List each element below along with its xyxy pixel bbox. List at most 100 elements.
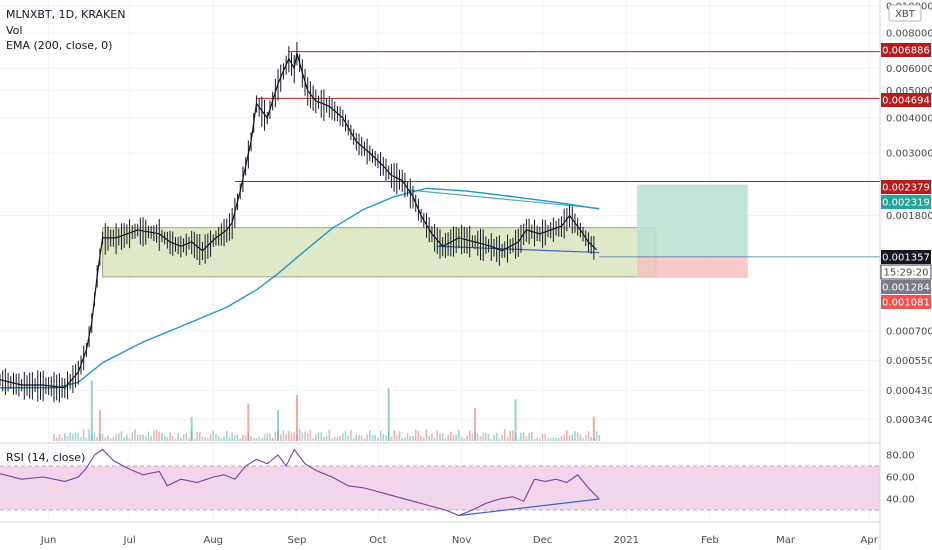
position-target-zone[interactable] bbox=[637, 184, 748, 257]
volume-bar bbox=[117, 432, 120, 441]
volume-bar bbox=[476, 434, 479, 441]
volume-bar bbox=[568, 435, 571, 441]
currency-badge[interactable]: XBT bbox=[888, 4, 922, 22]
volume-bar bbox=[423, 437, 425, 441]
volume-bar bbox=[444, 438, 447, 441]
volume-bar bbox=[252, 438, 255, 441]
price-tick-label: 0.000700 bbox=[886, 327, 932, 338]
volume-bar bbox=[369, 429, 371, 441]
volume-bar bbox=[228, 437, 231, 441]
volume-bar bbox=[53, 434, 55, 441]
volume-bar bbox=[261, 438, 263, 441]
volume-bar bbox=[579, 434, 582, 441]
volume-bar bbox=[355, 434, 358, 441]
volume-bar bbox=[563, 434, 565, 441]
price-tick-label: 0.000430 bbox=[886, 386, 932, 397]
volume-bar bbox=[174, 438, 177, 441]
volume-bar bbox=[371, 434, 374, 441]
volume-bar bbox=[393, 430, 395, 441]
volume-bar bbox=[306, 433, 309, 441]
volume-bar bbox=[598, 435, 601, 441]
volume-bar bbox=[169, 432, 171, 441]
volume-bar bbox=[201, 436, 204, 441]
volume-bar bbox=[158, 431, 161, 441]
ema-legend[interactable]: EMA (200, close, 0) bbox=[6, 39, 112, 52]
volume-bar bbox=[352, 438, 355, 441]
volume-bar bbox=[379, 430, 382, 441]
rsi-band bbox=[0, 466, 880, 510]
volume-bar bbox=[433, 437, 436, 441]
price-tag: 0.002379 bbox=[881, 180, 931, 194]
volume-bar bbox=[495, 432, 498, 441]
time-tick-label: Sep bbox=[288, 535, 307, 546]
symbol-title[interactable]: MLNXBT, 1D, KRAKEN bbox=[6, 8, 125, 21]
volume-bar bbox=[161, 433, 163, 441]
volume-bar bbox=[147, 431, 150, 441]
rsi-legend[interactable]: RSI (14, close) bbox=[6, 451, 85, 464]
volume-bar bbox=[131, 432, 134, 441]
volume-bar bbox=[439, 433, 441, 441]
volume-bar bbox=[263, 434, 266, 441]
volume-bar bbox=[112, 436, 115, 441]
volume-bar bbox=[244, 435, 247, 441]
volume-bar bbox=[315, 434, 317, 441]
countdown-background bbox=[880, 264, 932, 280]
volume-bar bbox=[255, 438, 258, 441]
rsi-trendline[interactable] bbox=[458, 498, 600, 517]
price-tick-label: 0.001800 bbox=[886, 211, 932, 222]
volume-bar bbox=[104, 437, 107, 441]
volume-bar bbox=[501, 434, 503, 441]
price-tag-background bbox=[881, 280, 931, 294]
volume-bar bbox=[288, 431, 290, 441]
volume-bar bbox=[77, 433, 80, 441]
price-tag: 0.004694 bbox=[881, 93, 931, 107]
volume-bar bbox=[560, 435, 563, 441]
volume-bar bbox=[587, 431, 590, 441]
volume-bar bbox=[406, 433, 409, 441]
price-tag: 0.006886 bbox=[881, 43, 931, 57]
volume-bar bbox=[528, 433, 530, 441]
volume-spike-bar bbox=[247, 403, 250, 441]
volume-bar bbox=[468, 430, 471, 441]
volume-bar bbox=[471, 433, 474, 441]
volume-bar bbox=[282, 430, 285, 441]
volume-bar bbox=[188, 437, 190, 441]
volume-bar bbox=[342, 433, 344, 441]
volume-bar bbox=[279, 434, 282, 441]
volume-bar bbox=[66, 436, 69, 441]
price-tick-label: 0.005000 bbox=[886, 86, 932, 97]
price-tag-label: 0.004694 bbox=[882, 96, 930, 107]
volume-bar bbox=[350, 430, 352, 441]
volume-bar bbox=[236, 434, 239, 441]
volume-bar bbox=[363, 438, 366, 441]
time-tick-label: Jul bbox=[123, 535, 136, 546]
volume-bar bbox=[509, 430, 511, 441]
volume-bar bbox=[485, 433, 487, 441]
volume-bar bbox=[490, 438, 493, 441]
volume-bar bbox=[285, 434, 287, 441]
price-tag-background bbox=[881, 180, 931, 194]
volume-bar bbox=[63, 433, 66, 441]
volume-bar bbox=[525, 436, 528, 441]
volume-bar bbox=[455, 434, 457, 441]
volume-legend[interactable]: Vol bbox=[6, 24, 22, 37]
volume-bar bbox=[325, 435, 328, 441]
rsi-line bbox=[0, 448, 600, 517]
volume-bar bbox=[555, 437, 557, 441]
price-tag-background bbox=[881, 43, 931, 57]
wedge-upper-trendline[interactable] bbox=[407, 189, 600, 209]
time-tick-label: Feb bbox=[701, 535, 719, 546]
volume-bar bbox=[207, 438, 209, 441]
volume-bar bbox=[144, 436, 147, 441]
position-stop-zone[interactable] bbox=[637, 256, 748, 278]
volume-bar bbox=[487, 434, 490, 441]
price-tick-label: 0.006000 bbox=[886, 64, 932, 75]
countdown-tag: 15:29:20 bbox=[880, 264, 932, 280]
volume-spike-bar bbox=[387, 388, 390, 441]
volume-bar bbox=[533, 438, 536, 441]
price-tick-label: 0.000550 bbox=[886, 356, 932, 367]
volume-bar bbox=[198, 432, 201, 441]
consolidation-box[interactable] bbox=[102, 227, 657, 278]
volume-spike-bar bbox=[190, 416, 193, 441]
